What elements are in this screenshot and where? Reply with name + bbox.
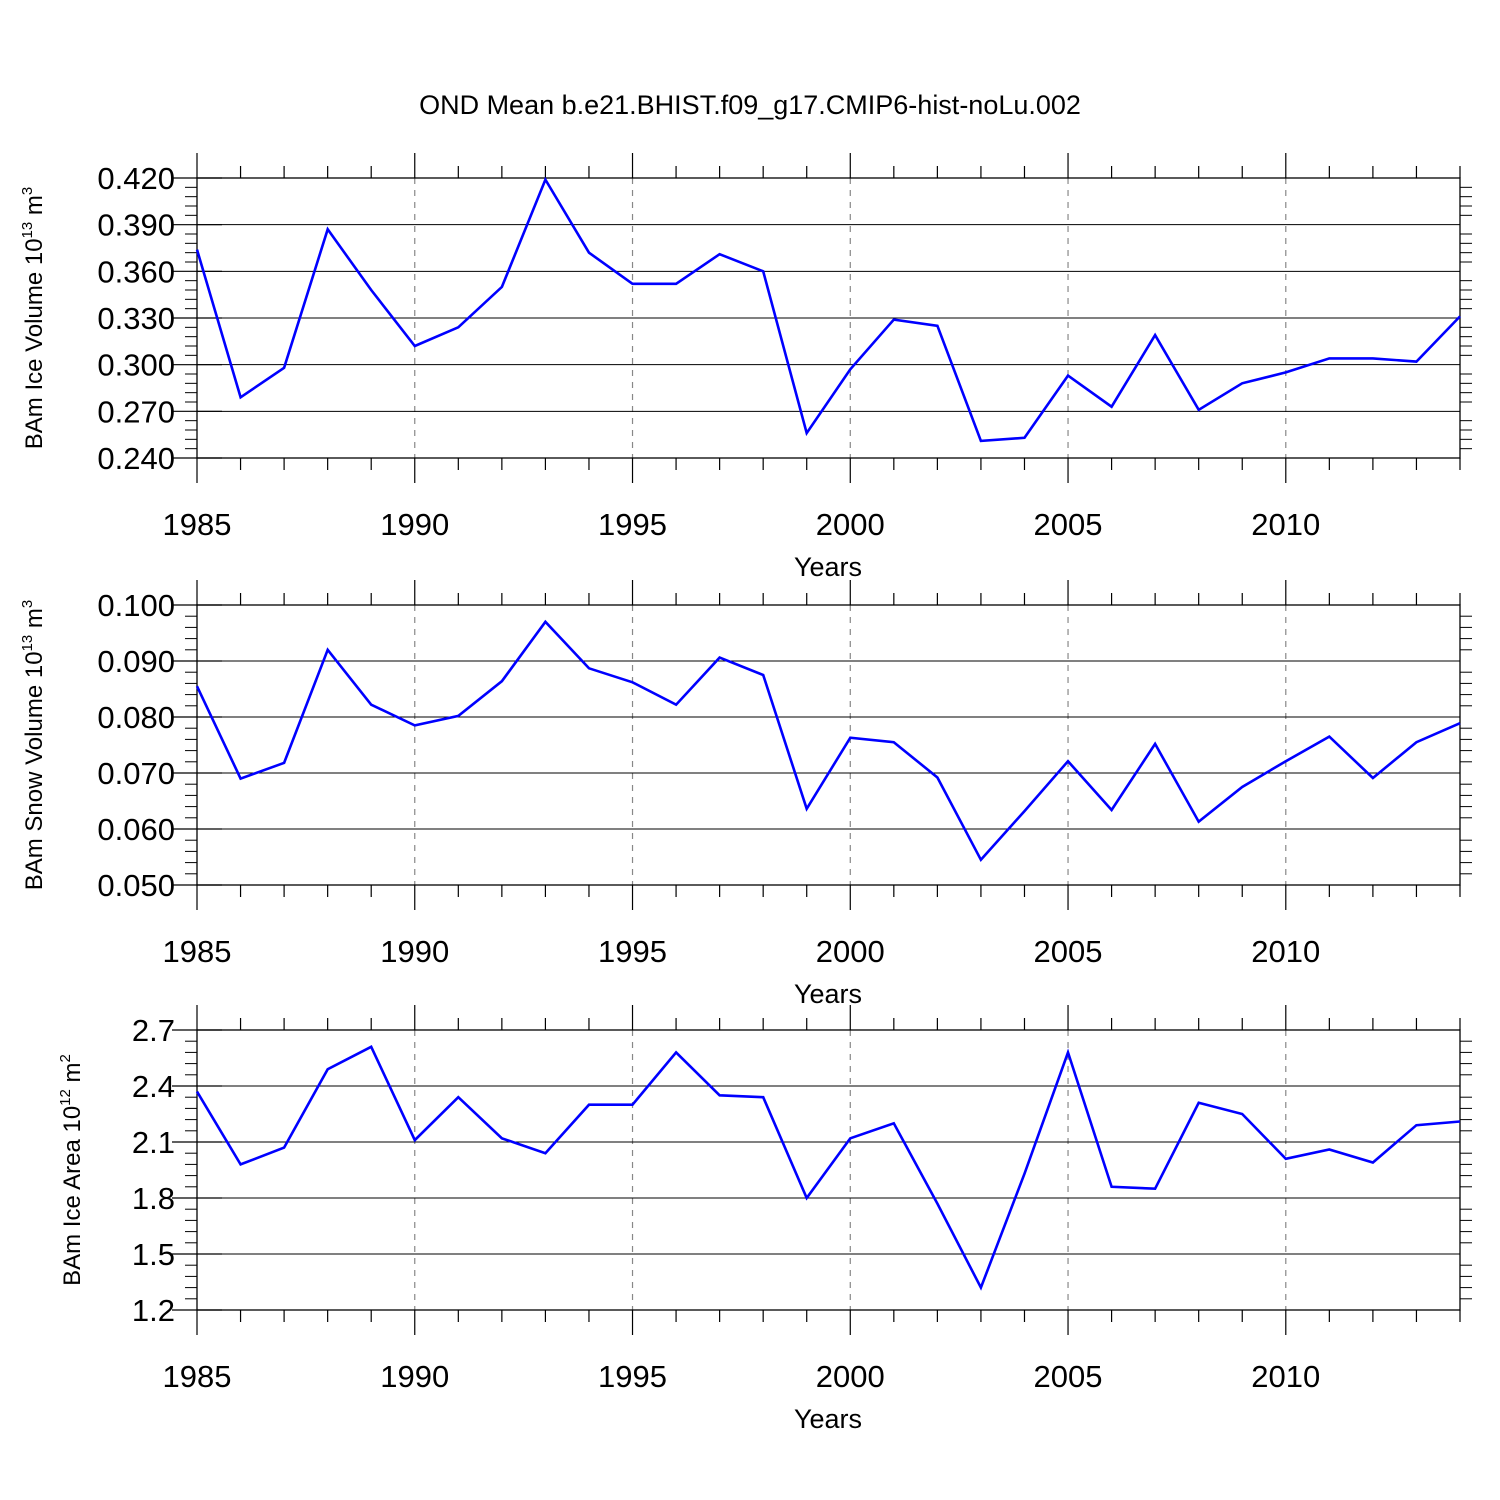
y-tick-label: 0.050 [97, 868, 175, 903]
y-tick-label: 0.240 [97, 441, 175, 476]
x-tick-label: 2000 [816, 934, 885, 969]
x-tick-label: 1985 [163, 507, 232, 542]
panel-1: 0.240 0.270 0.300 0.330 0.360 0.390 0.420 1985 1… [19, 153, 1472, 582]
chart-title: OND Mean b.e21.BHIST.f09_g17.CMIP6-hist-… [419, 90, 1081, 120]
y-tick-label: 2.1 [132, 1125, 175, 1160]
x-tick-label: 1995 [598, 934, 667, 969]
x-tick-label: 1990 [380, 1359, 449, 1394]
series-line [195, 1045, 1461, 1291]
x-tick-label: 1990 [380, 934, 449, 969]
y-tick-label: 2.4 [132, 1069, 175, 1104]
series-line [195, 176, 1461, 443]
x-axis-label: Years [794, 1404, 862, 1434]
y-tick-label: 0.420 [97, 161, 175, 196]
x-tick-label: 1995 [598, 507, 667, 542]
x-tick-label: 2005 [1034, 1359, 1103, 1394]
x-tick-label: 2010 [1251, 1359, 1320, 1394]
y-tick-label: 1.2 [132, 1293, 175, 1328]
x-axis-label: Years [794, 552, 862, 582]
y-tick-label: 1.5 [132, 1237, 175, 1272]
x-tick-label: 2010 [1251, 507, 1320, 542]
series-line [195, 619, 1461, 863]
y-axis-label: BAm Ice Area 1012 m2 [57, 1054, 86, 1286]
y-tick-label: 0.060 [97, 812, 175, 847]
x-tick-label: 2005 [1034, 934, 1103, 969]
y-axis-label: BAm Snow Volume 1013 m3 [19, 600, 48, 891]
x-tick-label: 2000 [816, 507, 885, 542]
y-tick-label: 0.300 [97, 348, 175, 383]
plot-frame [196, 604, 1461, 886]
x-tick-label: 1990 [380, 507, 449, 542]
y-tick-label: 0.090 [97, 644, 175, 679]
y-tick-label: 0.360 [97, 254, 175, 289]
x-tick-label: 1985 [163, 1359, 232, 1394]
x-tick-label: 1985 [163, 934, 232, 969]
y-tick-label: 2.7 [132, 1013, 175, 1048]
x-tick-label: 1995 [598, 1359, 667, 1394]
y-tick-label: 0.390 [97, 208, 175, 243]
panel-2: 0.050 0.060 0.070 0.080 0.090 0.100 1985 1990 19… [19, 580, 1472, 1009]
y-axis-label: BAm Ice Volume 1013 m3 [19, 187, 48, 449]
x-tick-label: 2010 [1251, 934, 1320, 969]
x-tick-label: 2000 [816, 1359, 885, 1394]
x-axis-label: Years [794, 979, 862, 1009]
y-tick-label: 0.100 [97, 588, 175, 623]
y-tick-label: 0.330 [97, 301, 175, 336]
y-tick-label: 0.270 [97, 394, 175, 429]
y-tick-label: 1.8 [132, 1181, 175, 1216]
x-tick-label: 2005 [1034, 507, 1103, 542]
y-tick-label: 0.070 [97, 756, 175, 791]
panel-3: 1.2 1.5 1.8 2.1 2.4 2.7 1985 1990 1995 2000 2005 20… [57, 1005, 1472, 1434]
y-tick-label: 0.080 [97, 700, 175, 735]
